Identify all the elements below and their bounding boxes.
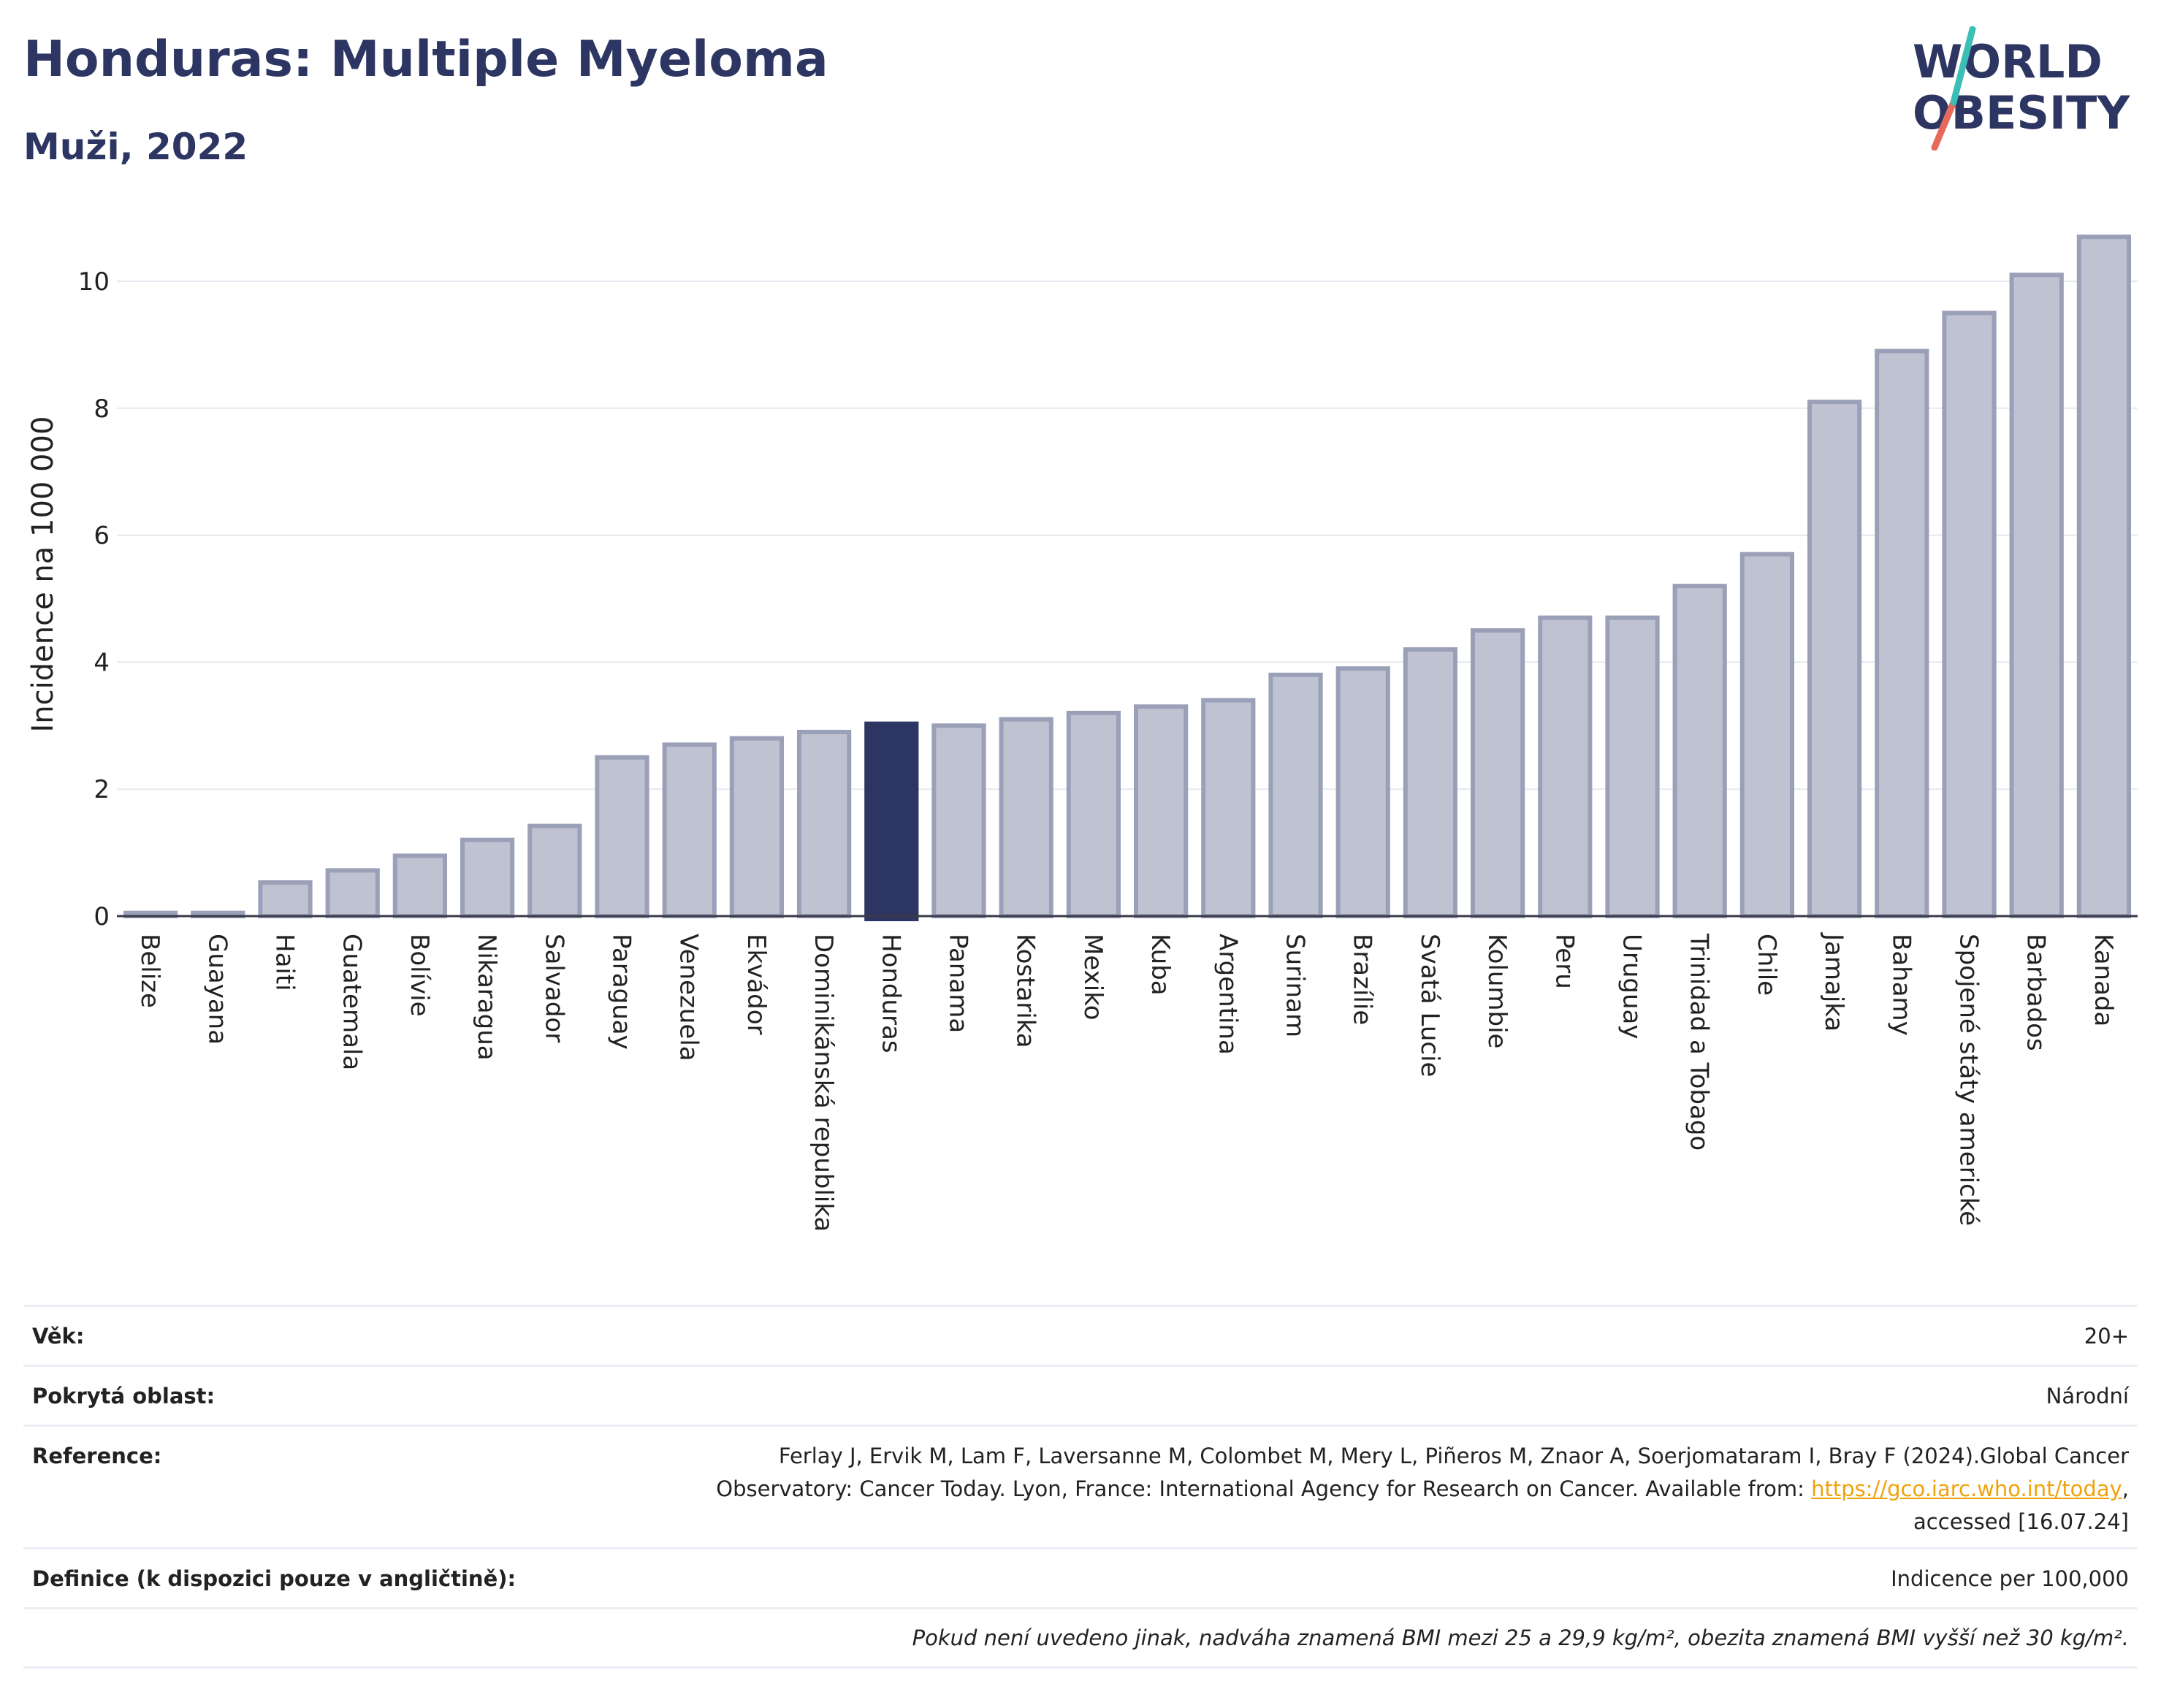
logo-slash-red xyxy=(1931,99,1957,150)
bar xyxy=(258,880,313,918)
x-tick-label: Barbados xyxy=(2021,934,2051,1051)
x-tick-label: Kostarika xyxy=(1011,934,1040,1048)
world-obesity-logo: WORLD OBESITY xyxy=(1913,26,2130,150)
bar xyxy=(1268,672,1323,919)
x-tick-label: Trinidad a Tobago xyxy=(1685,933,1714,1151)
bar xyxy=(392,853,448,918)
page-title: Honduras: Multiple Myeloma xyxy=(23,31,828,88)
reference-link[interactable]: https://gco.iarc.who.int/today xyxy=(1811,1476,2122,1501)
bar xyxy=(662,742,717,918)
x-tick-label: Haiti xyxy=(270,934,300,991)
info-row-definition: Definice (k dispozici pouze v angličtině… xyxy=(23,1547,2138,1607)
x-tick-label: Brazílie xyxy=(1348,934,1377,1025)
bar xyxy=(2009,272,2064,918)
x-tick-label: Dominikánská republika xyxy=(809,934,838,1232)
y-tick-label: 8 xyxy=(94,394,110,424)
bar xyxy=(460,837,515,918)
reference-line-2-end: , xyxy=(2122,1476,2129,1501)
footnote: Pokud není uvedeno jinak, nadváha znamen… xyxy=(912,1625,2129,1650)
reference-line-3: accessed [16.07.24] xyxy=(1913,1509,2129,1534)
bar xyxy=(931,723,986,918)
reference-line-1: Ferlay J, Ervik M, Lam F, Laversanne M, … xyxy=(778,1444,2129,1468)
x-tick-label: Argentina xyxy=(1213,934,1242,1055)
bar xyxy=(1672,584,1727,918)
x-tick-label: Uruguay xyxy=(1617,934,1647,1040)
info-row-reference: Reference: Ferlay J, Ervik M, Lam F, Lav… xyxy=(23,1425,2138,1547)
x-tick-label: Panama xyxy=(944,934,973,1033)
coverage-label: Pokrytá oblast: xyxy=(32,1383,216,1408)
bar xyxy=(864,721,919,921)
y-tick-label: 0 xyxy=(94,902,110,931)
bar xyxy=(595,755,649,918)
x-tick-label: Kanada xyxy=(2089,934,2118,1026)
x-tick-label: Spojené státy americké xyxy=(1954,934,1983,1226)
x-tick-label: Guatemala xyxy=(338,934,367,1070)
bar xyxy=(1942,310,1997,918)
logo-text-world: WORLD xyxy=(1913,35,2103,88)
bar xyxy=(1133,704,1189,918)
info-row-coverage: Pokrytá oblast: Národní xyxy=(23,1365,2138,1425)
bar xyxy=(527,823,582,919)
x-tick-label: Bahamy xyxy=(1886,934,1916,1036)
x-tick-label: Honduras xyxy=(876,934,905,1053)
y-tick-label: 2 xyxy=(94,775,110,804)
x-tick-label: Paraguay xyxy=(607,934,636,1050)
definition-value: Indicence per 100,000 xyxy=(1891,1566,2129,1591)
x-tick-label: Peru xyxy=(1550,934,1579,989)
x-tick-label: Jamajka xyxy=(1819,932,1848,1032)
y-tick-label: 4 xyxy=(94,648,110,677)
info-row-footnote: Pokud není uvedeno jinak, nadváha znamen… xyxy=(23,1607,2138,1669)
x-tick-label: Ekvádor xyxy=(742,934,771,1035)
reference-label: Reference: xyxy=(32,1444,162,1468)
bar xyxy=(325,868,380,919)
y-axis-label: Incidence na 100 000 xyxy=(26,416,60,733)
x-tick-label: Belize xyxy=(135,934,164,1008)
logo-slash-teal xyxy=(1950,26,1976,106)
bar xyxy=(1807,400,1862,918)
x-tick-label: Chile xyxy=(1752,934,1781,996)
reference-value: Ferlay J, Ervik M, Lam F, Laversanne M, … xyxy=(716,1440,2129,1539)
x-tick-label: Salvador xyxy=(539,934,568,1042)
definition-label: Definice (k dispozici pouze v angličtině… xyxy=(32,1566,517,1591)
bar xyxy=(1739,552,1795,918)
x-tick-label: Kolumbie xyxy=(1482,934,1512,1048)
bar xyxy=(1066,710,1121,918)
bar-chart: 0 2 4 6 8 10 Incidence na 100 000 Belize Guayana… xyxy=(26,235,2138,1232)
bar xyxy=(1335,666,1390,919)
x-tick-label: Venezuela xyxy=(674,934,704,1061)
x-tick-label: Bolívie xyxy=(405,934,434,1017)
x-tick-label: Svatá Lucie xyxy=(1415,934,1444,1077)
info-table: Věk: 20+ Pokrytá oblast: Národní Referen… xyxy=(23,1305,2138,1669)
info-row-age: Věk: 20+ xyxy=(23,1305,2138,1365)
x-tick-label: Mexiko xyxy=(1078,934,1108,1021)
bar xyxy=(1875,348,1929,918)
x-tick-label: Guayana xyxy=(202,934,232,1045)
age-label: Věk: xyxy=(32,1323,85,1349)
coverage-value: Národní xyxy=(2046,1383,2129,1408)
bar xyxy=(729,736,785,918)
y-tick-label: 10 xyxy=(78,267,110,297)
bar xyxy=(1538,615,1593,918)
reference-line-2: Observatory: Cancer Today. Lyon, France:… xyxy=(716,1476,1812,1501)
bar xyxy=(2076,235,2132,919)
x-tick-label: Nikaragua xyxy=(472,934,501,1061)
bar xyxy=(999,717,1053,918)
x-tick-label: Kuba xyxy=(1146,934,1175,996)
bar xyxy=(1201,698,1256,918)
bar xyxy=(1403,647,1458,919)
bar xyxy=(1605,615,1660,918)
bar xyxy=(1470,628,1525,918)
y-tick-label: 6 xyxy=(94,522,110,551)
x-tick-label: Surinam xyxy=(1281,934,1310,1037)
page-subtitle: Muži, 2022 xyxy=(23,126,248,168)
bar xyxy=(796,729,852,918)
age-value: 20+ xyxy=(2084,1323,2129,1349)
